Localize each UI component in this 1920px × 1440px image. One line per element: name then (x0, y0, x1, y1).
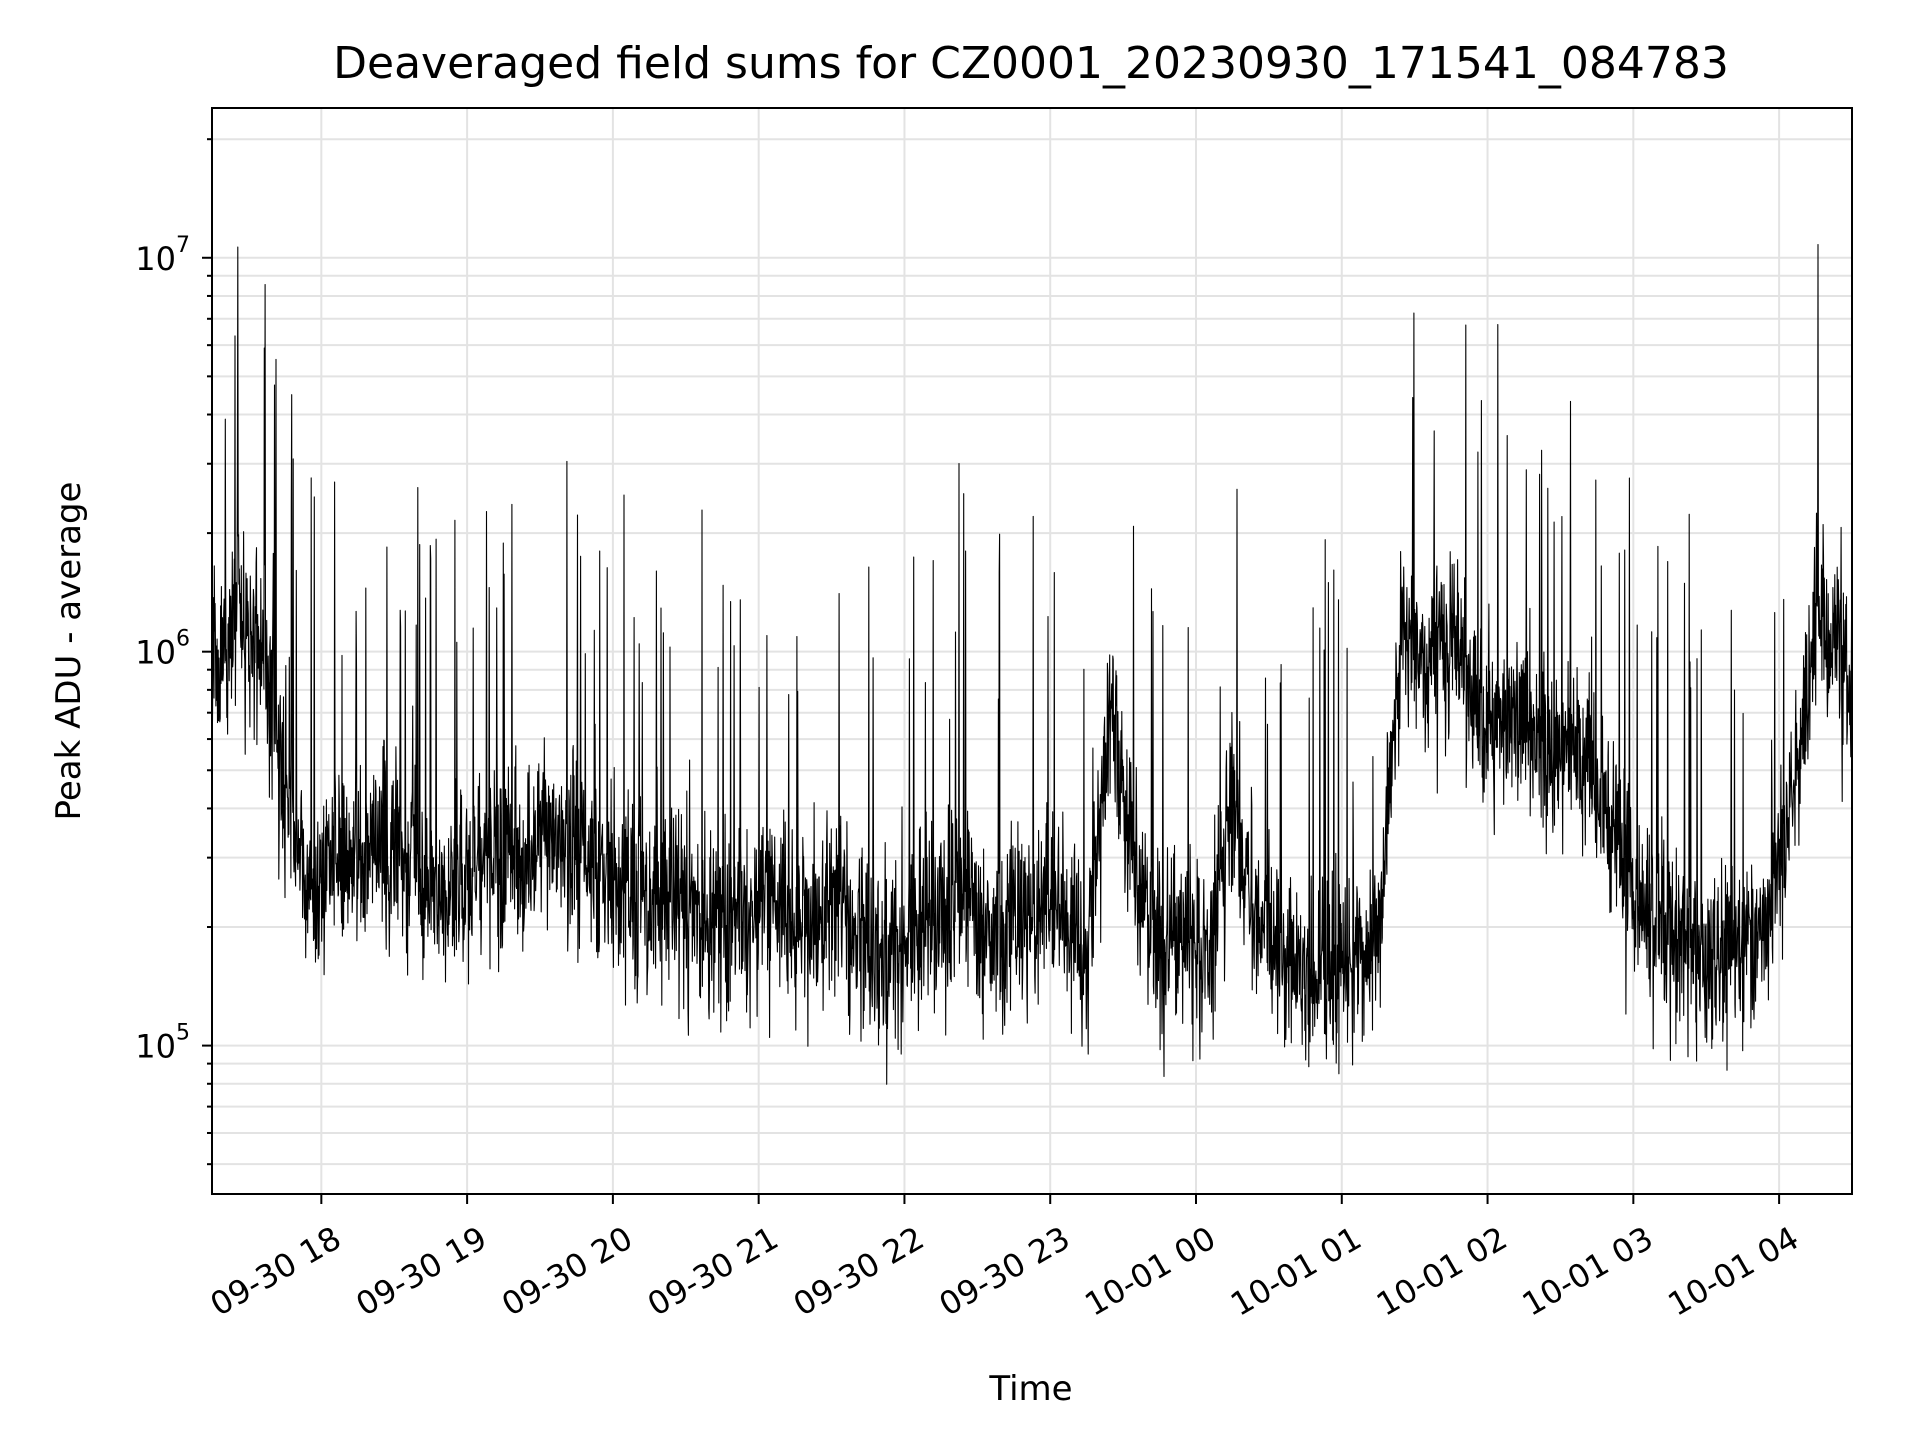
y-axis-label: Peak ADU - average (49, 482, 89, 821)
y-tick-label: 105 (135, 1021, 190, 1066)
y-tick-exponent: 7 (176, 233, 190, 258)
y-tick-exponent: 6 (176, 627, 190, 652)
y-tick-base: 10 (135, 1028, 176, 1066)
series-layer (212, 243, 1852, 1085)
y-tick-label: 107 (135, 233, 190, 278)
series-line (212, 243, 1852, 1085)
chart-title: Deaveraged field sums for CZ0001_2023093… (333, 38, 1729, 89)
y-tick-base: 10 (135, 634, 176, 672)
y-tick-base: 10 (135, 240, 176, 278)
x-axis-label: Time (988, 1369, 1072, 1409)
y-tick-label: 106 (135, 627, 190, 672)
y-tick-exponent: 5 (176, 1021, 190, 1046)
